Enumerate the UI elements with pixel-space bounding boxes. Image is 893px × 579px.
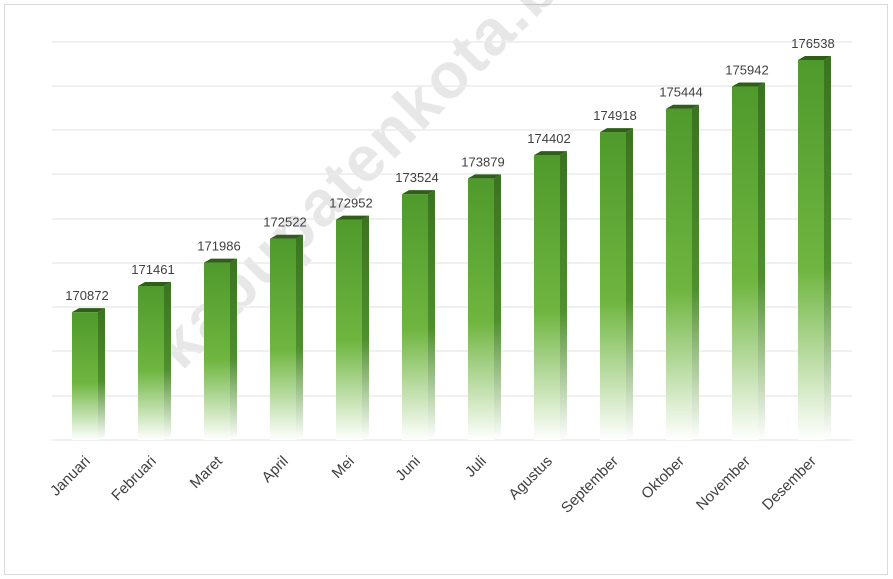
value-label: 173879 xyxy=(461,154,504,169)
bar-april xyxy=(270,238,296,440)
value-label: 174918 xyxy=(593,108,636,123)
x-tick-label: September xyxy=(558,453,622,517)
x-tick-labels-group: Januari Februari Maret April Mei Juni Juli Agus… xyxy=(47,452,820,516)
bar-cap-februari xyxy=(138,281,171,286)
value-label: 172952 xyxy=(329,196,372,211)
bar-side-april xyxy=(296,234,303,440)
value-label: 174402 xyxy=(527,131,570,146)
value-label: 175444 xyxy=(659,85,702,100)
bar-cap-juli xyxy=(468,174,501,179)
bar-februari xyxy=(138,285,164,440)
x-tick-label: Juli xyxy=(462,453,490,481)
bar-november xyxy=(732,86,758,440)
value-labels-group: 170872 171461 171986 172522 172952 173524 1738… xyxy=(65,36,834,303)
bar-cap-desember xyxy=(798,56,831,60)
bar-juni xyxy=(402,194,428,440)
x-tick-label: Maret xyxy=(187,452,227,492)
bar-side-agustus xyxy=(560,151,567,440)
x-tick-label: Oktober xyxy=(638,453,688,503)
value-label: 172522 xyxy=(263,215,306,230)
bar-mei xyxy=(336,219,362,440)
bar-cap-november xyxy=(732,82,765,87)
value-label: 176538 xyxy=(791,36,834,51)
bar-side-juni xyxy=(428,190,435,440)
bar-side-oktober xyxy=(692,104,699,441)
bar-side-november xyxy=(758,82,765,440)
bar-cap-juni xyxy=(402,190,435,195)
x-tick-label: Juni xyxy=(392,453,423,484)
bar-side-januari xyxy=(98,308,105,440)
x-tick-label: Januari xyxy=(47,453,94,500)
bar-cap-mei xyxy=(336,215,369,220)
bar-cap-april xyxy=(270,234,303,239)
x-tick-label: Agustus xyxy=(505,453,555,503)
bar-juli xyxy=(468,178,494,440)
value-label: 175942 xyxy=(725,63,768,78)
bar-januari xyxy=(72,312,98,440)
value-label: 171461 xyxy=(131,262,174,277)
bar-cap-september xyxy=(600,128,633,133)
bar-maret xyxy=(204,262,230,440)
x-tick-label: November xyxy=(693,453,754,514)
bar-desember xyxy=(798,60,824,440)
value-label: 170872 xyxy=(65,288,108,303)
bar-cap-oktober xyxy=(666,104,699,109)
bar-side-maret xyxy=(230,258,237,440)
bar-side-juli xyxy=(494,174,501,440)
bar-side-desember xyxy=(824,56,831,440)
x-tick-label: Mei xyxy=(329,453,358,482)
x-tick-label: Desember xyxy=(759,453,820,514)
bar-oktober xyxy=(666,108,692,441)
bar-september xyxy=(600,132,626,440)
bar-side-september xyxy=(626,128,633,440)
value-label: 173524 xyxy=(395,170,438,185)
bar-cap-maret xyxy=(204,258,237,263)
value-label: 171986 xyxy=(197,239,240,254)
bar-cap-agustus xyxy=(534,151,567,156)
bar-agustus xyxy=(534,155,560,440)
x-tick-label: April xyxy=(259,453,292,486)
bars-group xyxy=(72,56,831,441)
bar-cap-januari xyxy=(72,308,105,313)
bar-side-februari xyxy=(164,281,171,440)
bar-side-mei xyxy=(362,215,369,440)
x-tick-label: Februari xyxy=(108,453,160,505)
gridlines xyxy=(52,41,852,441)
